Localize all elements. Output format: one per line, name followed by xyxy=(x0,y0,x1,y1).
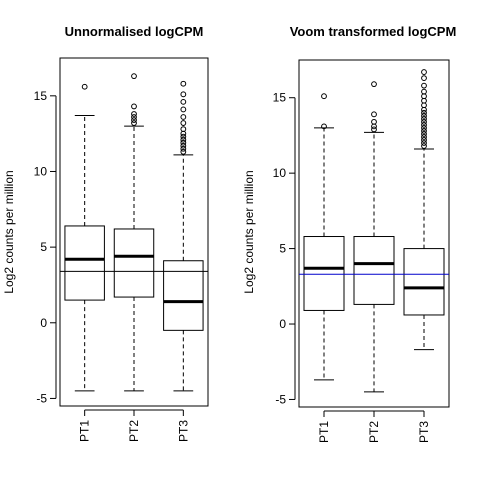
left-x-tick-label-pt1: PT1 xyxy=(78,420,92,442)
outlier-point xyxy=(131,117,137,123)
outlier-point xyxy=(421,124,427,131)
outlier-point xyxy=(131,111,137,117)
outlier-point xyxy=(180,98,187,105)
outlier-point xyxy=(421,112,427,119)
left-plot-frame xyxy=(59,57,209,407)
outlier-point xyxy=(371,111,377,118)
outlier-point xyxy=(180,145,187,152)
left-y-tick-label: 10 xyxy=(34,164,48,178)
outlier-point xyxy=(421,109,427,116)
outlier-point xyxy=(81,83,88,90)
outlier-point xyxy=(421,69,427,75)
outlier-point xyxy=(421,140,427,146)
outlier-point xyxy=(371,126,377,133)
outlier-point xyxy=(421,115,427,122)
outlier-point xyxy=(421,137,427,143)
iqr-box xyxy=(303,236,345,311)
iqr-box xyxy=(353,236,395,305)
left-y-tick-label: 5 xyxy=(40,240,47,254)
outlier-point xyxy=(180,126,187,133)
outlier-point xyxy=(421,121,427,128)
outlier-point xyxy=(131,114,137,120)
right-y-axis-label: Log2 counts per million xyxy=(242,170,256,293)
right-box-pt2 xyxy=(353,81,395,393)
right-y-tick-label: -5 xyxy=(275,392,286,406)
left-y-tick-label: -5 xyxy=(36,391,47,405)
outlier-point xyxy=(131,120,137,126)
outlier-point xyxy=(421,118,427,125)
outlier-point xyxy=(421,75,427,82)
iqr-box xyxy=(113,228,155,298)
outlier-point xyxy=(180,133,187,140)
right-y-tick-label: 0 xyxy=(279,317,286,331)
outlier-point xyxy=(180,114,187,120)
outlier-point xyxy=(180,106,187,113)
iqr-box xyxy=(163,260,204,331)
left-chart-title: Unnormalised logCPM xyxy=(65,24,204,39)
left-box-pt1 xyxy=(64,83,105,392)
right-x-tick-label-pt3: PT3 xyxy=(417,421,431,443)
left-y-tick-label: 15 xyxy=(34,89,48,103)
right-y-tick-label: 15 xyxy=(273,91,287,105)
right-plot-frame xyxy=(298,59,450,408)
outlier-point xyxy=(131,103,137,110)
right-box-pt1 xyxy=(303,93,345,381)
right-chart-title: Voom transformed logCPM xyxy=(290,24,457,39)
right-x-tick-label-pt1: PT1 xyxy=(317,421,331,443)
outlier-point xyxy=(421,134,427,140)
left-y-axis-label: Log2 counts per million xyxy=(2,170,16,293)
outlier-point xyxy=(421,143,427,149)
left-box-pt2 xyxy=(113,73,155,392)
outlier-point xyxy=(371,118,377,125)
left-y-tick-label: 0 xyxy=(40,316,47,330)
outlier-point xyxy=(321,123,327,130)
right-y-tick-label: 5 xyxy=(279,242,286,256)
outlier-point xyxy=(421,82,427,89)
left-x-tick-label-pt3: PT3 xyxy=(176,420,190,442)
right-y-tick-label: 10 xyxy=(273,166,287,180)
outlier-point xyxy=(180,120,187,126)
outlier-point xyxy=(180,80,187,87)
outlier-point xyxy=(321,93,327,100)
outlier-point xyxy=(180,136,187,143)
right-x-tick-label-pt2: PT2 xyxy=(367,421,381,443)
outlier-point xyxy=(180,91,187,98)
outlier-point xyxy=(421,128,427,134)
outlier-point xyxy=(180,142,187,149)
outlier-point xyxy=(421,88,427,95)
left-box-pt3 xyxy=(163,80,204,392)
outlier-point xyxy=(421,131,427,137)
outlier-point xyxy=(371,81,377,88)
iqr-box xyxy=(403,248,445,316)
iqr-box xyxy=(64,225,105,301)
outlier-point xyxy=(180,139,187,146)
outlier-point xyxy=(180,148,187,155)
outlier-point xyxy=(131,73,137,80)
right-box-pt3 xyxy=(403,69,445,351)
left-x-tick-label-pt2: PT2 xyxy=(127,420,141,442)
